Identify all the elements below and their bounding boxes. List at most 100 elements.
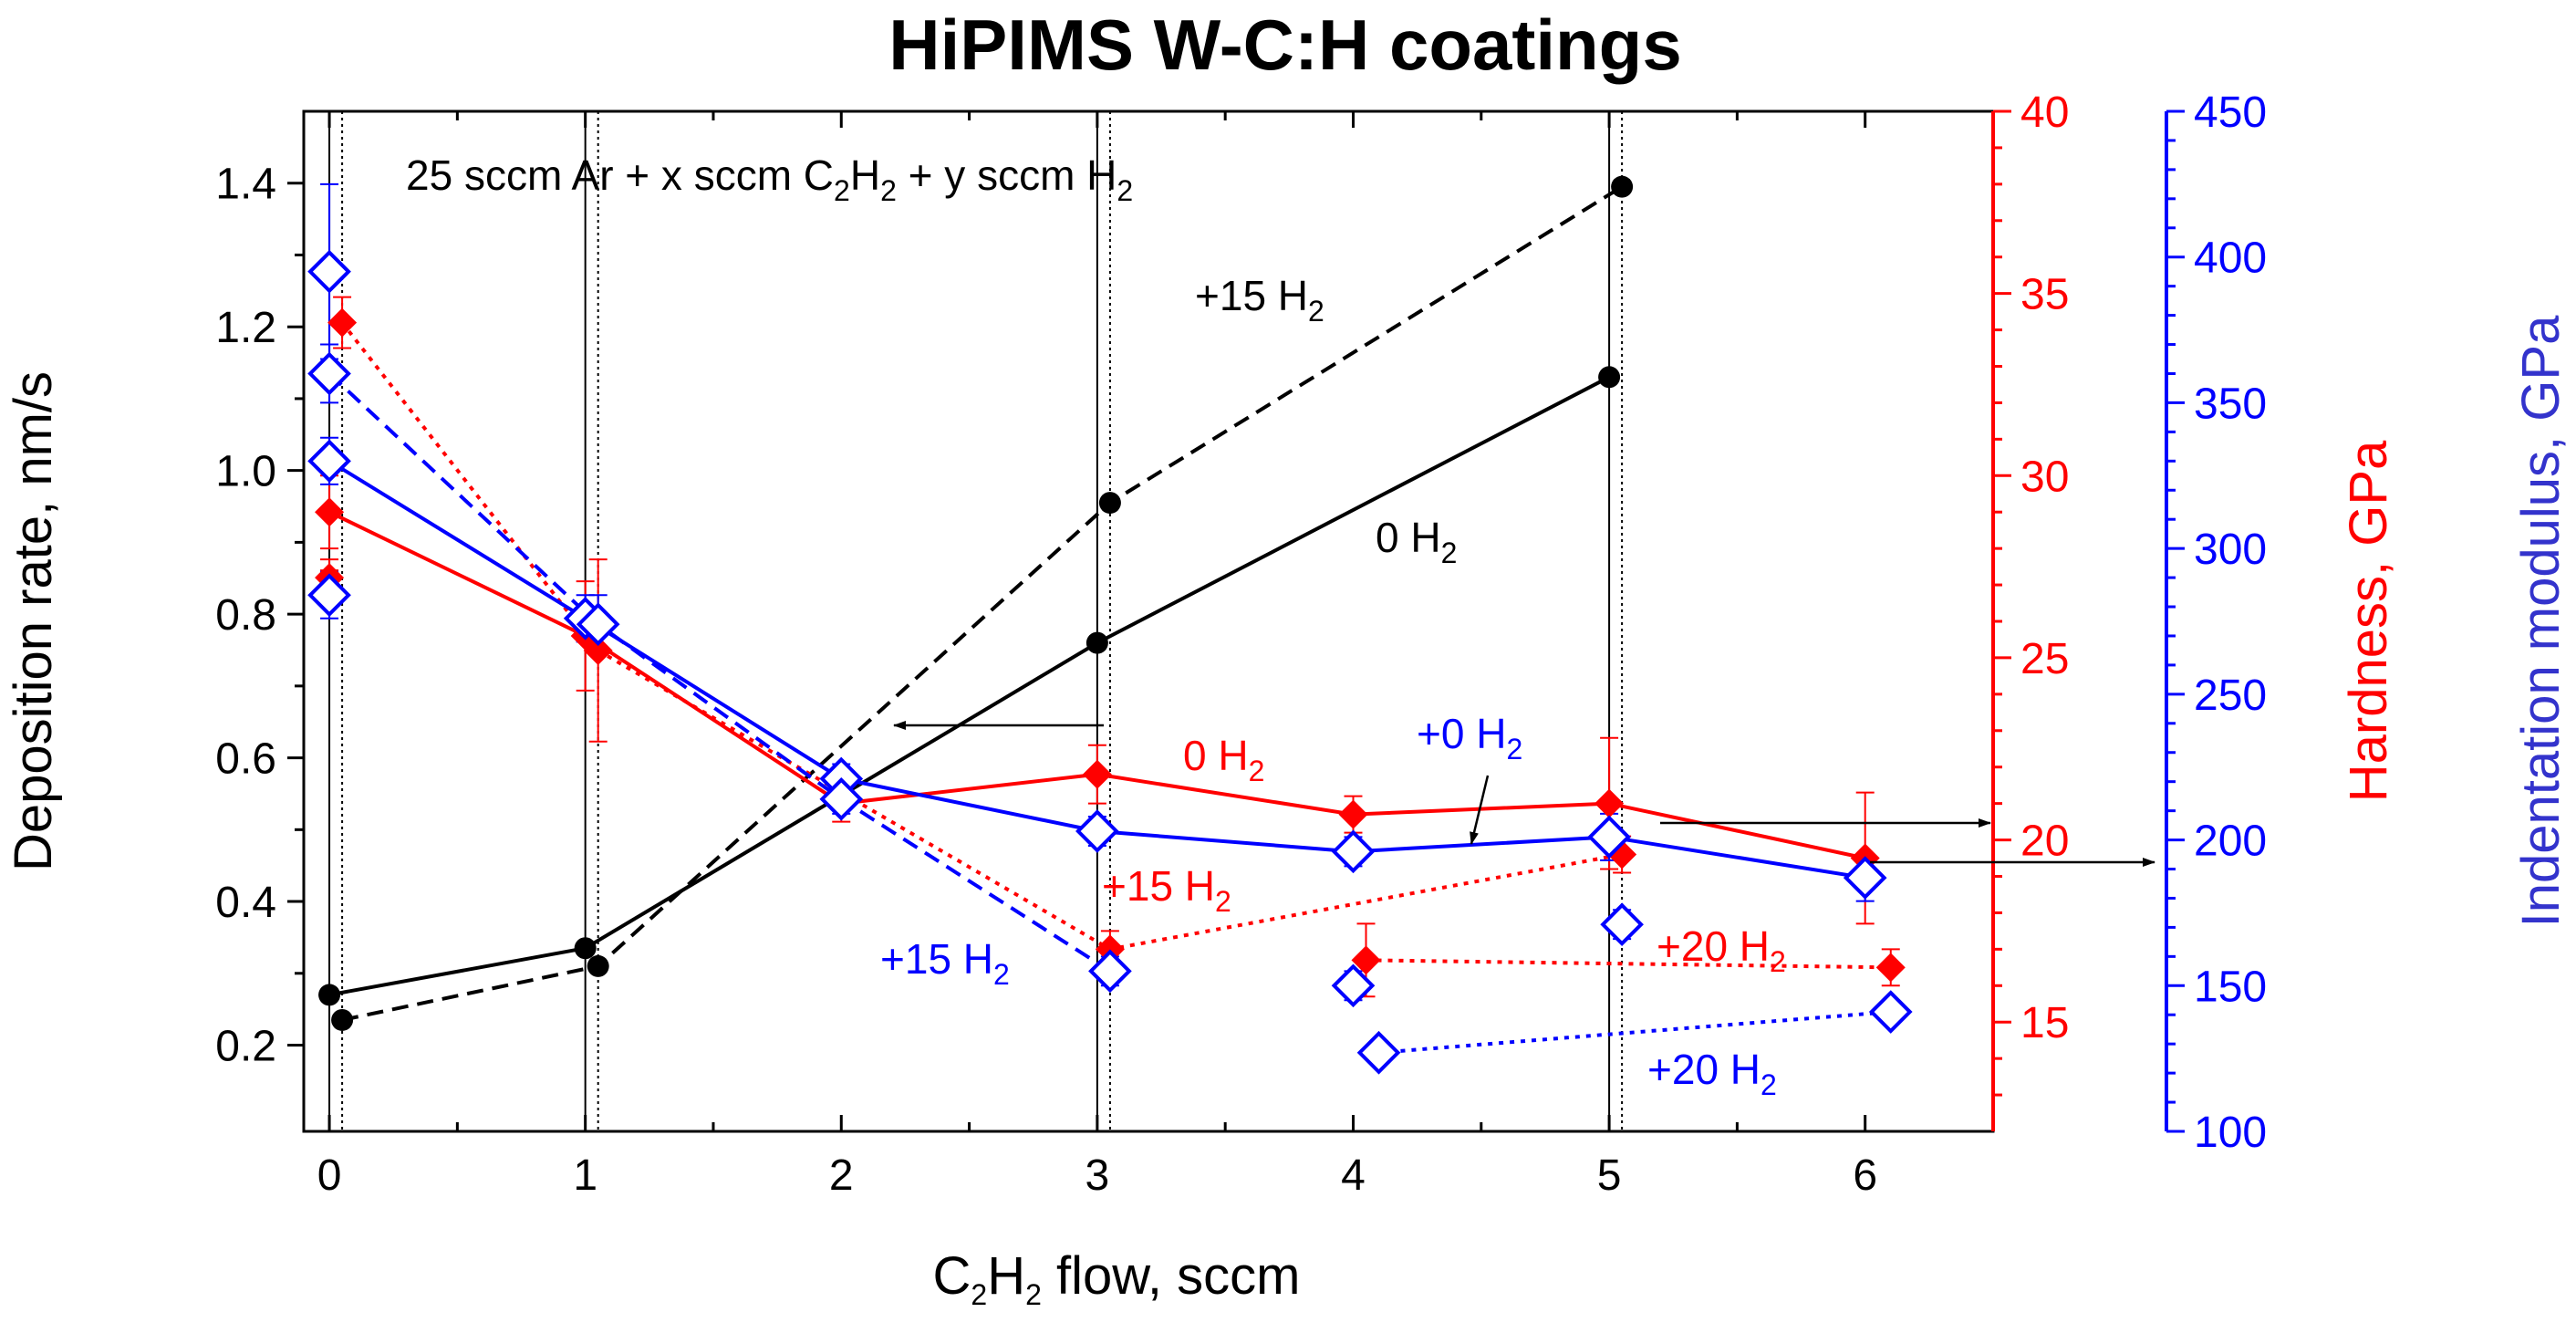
x-axis-label-part: flow, sccm — [1042, 1246, 1301, 1306]
x-axis-label-sub: 2 — [1025, 1278, 1042, 1311]
hardness-point — [1082, 759, 1112, 789]
deposition-point — [331, 1008, 354, 1031]
hardness-point — [1594, 788, 1625, 818]
gas-condition-annotation: 25 sccm Ar + x sccm C2H2 + y sccm H2 — [406, 151, 1133, 207]
label-sub: 2 — [1441, 536, 1458, 569]
hardness-line-2 — [1366, 958, 1891, 970]
modulus-tick-label: 400 — [2194, 234, 2267, 283]
annotation-part: 25 sccm Ar + x sccm C — [406, 151, 834, 199]
label-sub: 2 — [1506, 733, 1522, 765]
label-text: +15 H — [880, 935, 993, 983]
modulus-point — [1075, 809, 1119, 853]
deposition-rate-axis-label: Deposition rate, nm/s — [4, 371, 63, 871]
x-axis-label: C2H2 flow, sccm — [933, 1246, 1301, 1311]
deposition-point — [318, 984, 341, 1006]
label-text: 0 H — [1376, 514, 1441, 561]
label-modulus-20-h2: +20 H2 — [1647, 1046, 1777, 1101]
hardness-point — [315, 497, 345, 527]
y-left-tick-label: 1.4 — [215, 161, 276, 209]
hardness-axis-label-unit: GPa — [2339, 440, 2398, 547]
deposition-rate-axis: 0.2 0.4 0.6 0.8 1.0 1.2 1.4 — [215, 161, 304, 1071]
label-hardness-0-h2: 0 H2 — [1183, 732, 1264, 787]
annotation-sub: 2 — [834, 174, 850, 207]
x-tick-label: 3 — [1085, 1151, 1110, 1200]
hardness-axis-label: Hardness, GPa — [2339, 440, 2398, 802]
modulus-axis: 100 150 200 250 300 350 400 450 — [2165, 89, 2267, 1157]
x-tick-label: 5 — [1597, 1151, 1622, 1200]
modulus-tick-label: 200 — [2194, 818, 2267, 866]
x-axis-label-part: C — [933, 1246, 971, 1306]
modulus-point — [1868, 990, 1913, 1034]
modulus-tick-label: 250 — [2194, 672, 2267, 720]
modulus-point — [1600, 902, 1644, 947]
label-sub: 2 — [993, 958, 1010, 991]
chart-title: HiPIMS W-C:H coatings — [888, 5, 1681, 85]
label-deposition-15-h2: +15 H2 — [1195, 272, 1324, 328]
modulus-line-1 — [327, 372, 1111, 973]
modulus-tick-label: 150 — [2194, 963, 2267, 1011]
label-text: +20 H — [1657, 922, 1770, 970]
label-sub: 2 — [1770, 945, 1786, 978]
modulus-point — [307, 439, 351, 484]
modulus-point — [1088, 949, 1132, 994]
label-sub: 2 — [1308, 295, 1324, 328]
modulus-point — [307, 351, 351, 396]
hardness-tick-label: 30 — [2020, 453, 2069, 501]
y-left-tick-label: 0.6 — [215, 735, 276, 784]
x-axis-label-part: H — [987, 1246, 1025, 1306]
deposition-point — [1085, 631, 1108, 654]
series-labels: +15 H2 0 H2 0 H2 +15 H2 +20 H2 +0 H2 +15… — [880, 272, 1786, 1101]
deposition-point — [574, 937, 597, 960]
y-left-tick-label: 0.4 — [215, 879, 276, 927]
label-sub: 2 — [1215, 885, 1231, 918]
y-left-tick-label: 1.2 — [215, 304, 276, 352]
annotation-sub: 2 — [1117, 174, 1133, 207]
modulus-point — [1587, 815, 1631, 859]
deposition-line-1 — [341, 184, 1624, 1022]
modulus-point — [819, 777, 864, 821]
modulus-point — [1356, 1030, 1401, 1075]
modulus-tick-label: 300 — [2194, 526, 2267, 574]
x-tick-label: 6 — [1853, 1151, 1877, 1200]
label-text: +0 H — [1417, 710, 1506, 757]
annotation-part: + y sccm H — [897, 151, 1117, 199]
hardness-line-1 — [340, 321, 1623, 952]
axis-pointer-arrows — [893, 721, 2155, 867]
deposition-point — [1598, 366, 1621, 389]
deposition-point — [587, 954, 609, 977]
modulus-line-2 — [1378, 1010, 1891, 1055]
y-left-tick-label: 1.0 — [215, 448, 276, 496]
hardness-point — [1351, 945, 1381, 975]
label-hardness-20-h2: +20 H2 — [1657, 922, 1786, 978]
hardness-tick-label: 35 — [2020, 271, 2069, 319]
modulus-point — [307, 573, 351, 618]
y-left-tick-label: 0.2 — [215, 1023, 276, 1071]
modulus-point — [307, 249, 351, 294]
hardness-point — [1095, 934, 1125, 964]
label-text: +20 H — [1647, 1046, 1761, 1093]
hardness-point — [583, 635, 613, 665]
x-axis: 0 1 2 3 4 5 6 — [317, 111, 1877, 1200]
hardness-axis: 15 20 25 30 35 40 — [1991, 89, 2069, 1131]
modulus-tick-label: 450 — [2194, 89, 2267, 137]
modulus-point — [1331, 963, 1376, 1008]
arrow-modulus-label-pointer — [1470, 775, 1490, 845]
label-text: +15 H — [1102, 862, 1215, 910]
label-deposition-0-h2: 0 H2 — [1376, 514, 1457, 569]
annotation-sub: 2 — [880, 174, 897, 207]
hardness-tick-label: 25 — [2020, 635, 2069, 683]
modulus-point — [1331, 829, 1376, 874]
x-axis-label-sub: 2 — [971, 1278, 987, 1311]
x-tick-label: 4 — [1341, 1151, 1366, 1200]
x-tick-label: 2 — [829, 1151, 854, 1200]
label-text: 0 H — [1183, 732, 1249, 779]
x-tick-label: 0 — [317, 1151, 342, 1200]
label-sub: 2 — [1249, 755, 1265, 787]
label-modulus-0-h2: +0 H2 — [1417, 710, 1522, 765]
label-sub: 2 — [1761, 1068, 1777, 1101]
deposition-point — [1611, 175, 1634, 198]
deposition-line-0 — [328, 375, 1611, 997]
hardness-point — [327, 307, 358, 338]
hardness-point — [1338, 799, 1368, 829]
